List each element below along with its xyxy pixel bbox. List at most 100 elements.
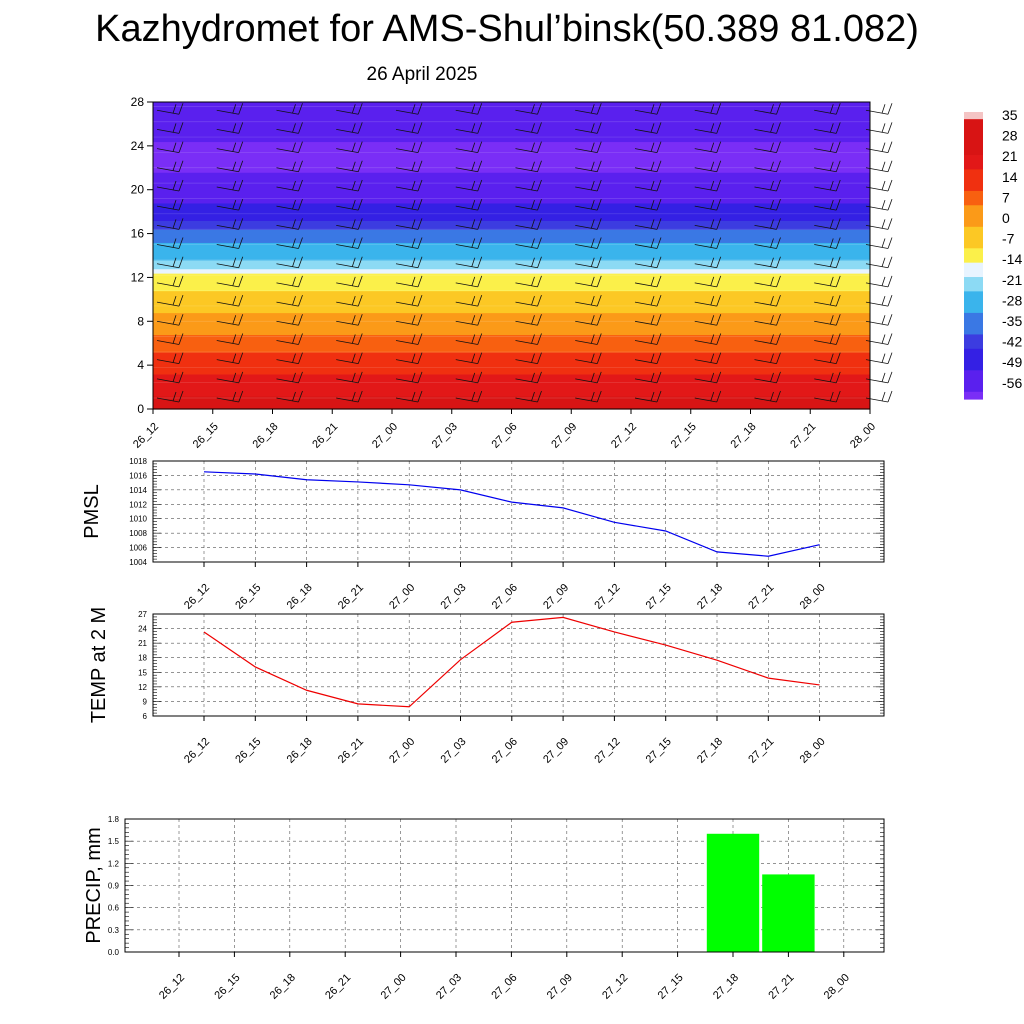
colorbar-segment <box>964 147 983 156</box>
wind-barb <box>156 218 184 230</box>
colorbar: 35 28 21 14 7 0 -7 -14 -21 -28 -35 -42 -49 -56 <box>964 107 1022 400</box>
colorbar-segment <box>964 291 983 300</box>
colorbar-segment <box>964 212 983 221</box>
wind-barb <box>455 352 483 365</box>
wind-barb <box>814 103 841 115</box>
wind-barb <box>694 179 722 192</box>
wind-barb <box>216 179 244 192</box>
wind-barb <box>754 275 781 288</box>
wind-barb <box>276 314 303 326</box>
wind-barb <box>216 333 244 345</box>
x-tick-label: 26_18 <box>268 972 298 1002</box>
heatmap-band <box>153 189 870 195</box>
wind-barb <box>395 103 423 115</box>
wind-barb <box>336 352 363 365</box>
wind-barb <box>575 103 602 115</box>
colorbar-segment <box>964 205 983 214</box>
wind-barb <box>814 314 841 326</box>
wind-barb <box>754 218 781 230</box>
y-tick-label: 1012 <box>129 500 147 509</box>
colorbar-segment <box>964 305 983 314</box>
wind-barb <box>156 256 184 269</box>
wind-barb <box>156 314 184 326</box>
wind-barb <box>216 275 244 288</box>
wind-barb <box>515 103 542 115</box>
wind-barb <box>216 103 244 115</box>
colorbar-segment <box>964 348 983 357</box>
colorbar-segment <box>964 248 983 257</box>
x-tick-label: 27_03 <box>439 582 469 612</box>
wind-barb <box>455 371 483 384</box>
wind-barb <box>336 237 363 249</box>
colorbar-label: 14 <box>1002 169 1018 185</box>
heatmap-band <box>153 400 870 406</box>
wind-barb <box>694 352 722 365</box>
wind-barb <box>575 371 602 384</box>
heatmap-band <box>153 299 870 305</box>
colorbar-segment <box>964 377 983 386</box>
x-tick-label: 27_12 <box>592 582 622 612</box>
wind-barb <box>515 122 542 134</box>
wind-barb <box>575 256 602 269</box>
heatmap-band <box>153 286 870 292</box>
heatmap-band <box>153 110 870 116</box>
heatmap-band <box>153 281 870 287</box>
wind-barb <box>276 122 303 134</box>
x-tick-label: 27_09 <box>549 421 579 451</box>
wind-barb <box>814 371 841 384</box>
heatmap-band <box>153 102 870 107</box>
y-tick-label: 0.0 <box>108 948 120 957</box>
colorbar-label: -56 <box>1002 375 1022 391</box>
wind-barb <box>694 314 722 326</box>
wind-barb <box>336 314 363 326</box>
precip-panel: 1.8 1.5 1.2 0.9 0.6 0.3 0.0 26_12 26_15 26_18 26_2… <box>83 815 885 1002</box>
x-tick-label: 28_00 <box>798 582 828 612</box>
heatmap-band <box>153 369 870 375</box>
wind-barb <box>634 294 662 307</box>
heatmap-band <box>153 132 870 138</box>
heatmap-band <box>153 255 870 261</box>
wind-barb <box>754 160 781 173</box>
x-tick-label: 27_15 <box>644 736 674 766</box>
wind-barb <box>156 160 184 173</box>
wind-barb <box>216 141 244 153</box>
wind-barb <box>515 390 542 403</box>
series-line <box>203 616 820 708</box>
y-tick-label: 4 <box>137 358 144 372</box>
heatmap-band <box>153 251 870 257</box>
wind-barb <box>455 103 483 115</box>
wind-barb <box>754 179 781 192</box>
wind-barb <box>634 141 662 153</box>
y-tick-label: 0.3 <box>108 926 120 935</box>
wind-barb <box>336 122 363 134</box>
x-tick-label: 27_15 <box>644 582 674 612</box>
colorbar-segment <box>964 169 983 178</box>
wind-barb <box>276 103 303 115</box>
heatmap-band <box>153 273 870 279</box>
wind-barb <box>694 275 722 288</box>
panel-frame <box>152 460 885 563</box>
colorbar-segment <box>964 233 983 242</box>
wind-barb <box>455 122 483 134</box>
wind-barb <box>814 199 841 211</box>
heatmap-band <box>153 351 870 357</box>
wind-barb <box>515 237 542 249</box>
wind-barb <box>575 390 602 403</box>
x-tick-label: 28_00 <box>822 972 852 1002</box>
colorbar-label: -42 <box>1002 334 1022 350</box>
heatmap-band <box>153 365 870 371</box>
heatmap-band <box>153 106 870 112</box>
wind-barb <box>216 237 244 249</box>
y-axis-label: PMSL <box>81 484 103 538</box>
x-tick-label: 26_21 <box>336 582 366 612</box>
heatmap-band <box>153 237 870 243</box>
wind-barb <box>634 352 662 365</box>
wind-barb <box>216 371 244 384</box>
x-tick-label: 28_00 <box>848 421 878 451</box>
wind-barb <box>336 256 363 269</box>
y-tick-label: 0.6 <box>108 904 120 913</box>
wind-barb <box>395 237 423 249</box>
x-tick-label: 27_18 <box>695 582 725 612</box>
wind-barb <box>455 333 483 345</box>
